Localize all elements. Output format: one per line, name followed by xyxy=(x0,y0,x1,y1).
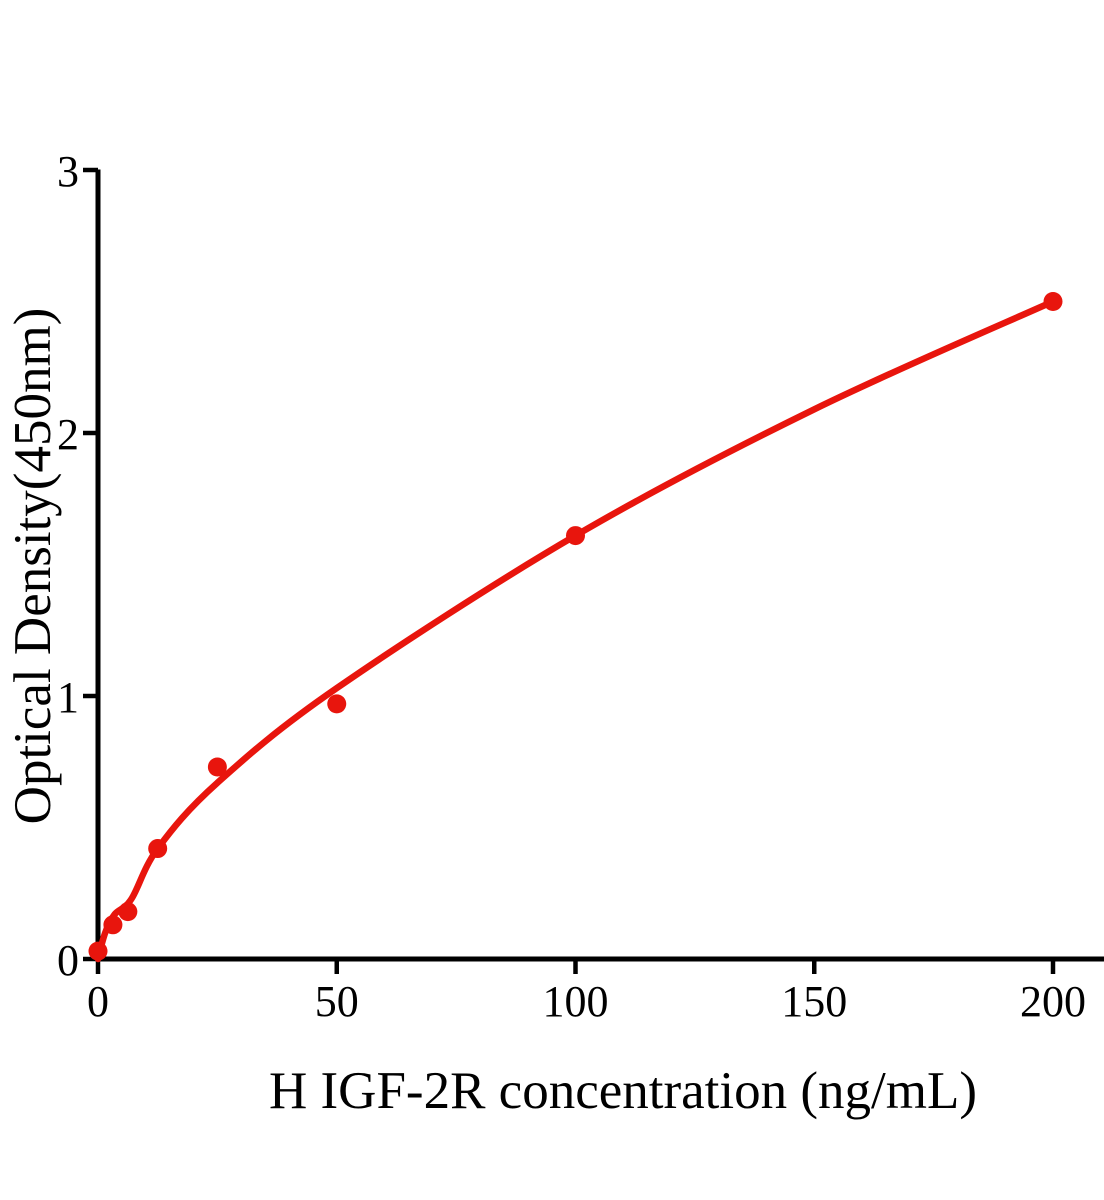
x-tick-label: 150 xyxy=(781,977,847,1026)
x-tick-label: 50 xyxy=(315,977,359,1026)
data-point xyxy=(207,757,227,777)
data-point xyxy=(148,839,168,859)
x-tick-label: 0 xyxy=(87,977,109,1026)
y-tick-label: 2 xyxy=(57,410,79,459)
fit-curve xyxy=(94,298,1057,963)
data-point xyxy=(1043,292,1063,311)
y-axis-title: Optical Density(450nm) xyxy=(3,307,62,825)
x-tick-label: 100 xyxy=(543,977,609,1026)
data-point xyxy=(327,694,347,714)
data-point xyxy=(88,941,108,961)
y-tick-label: 0 xyxy=(57,936,79,985)
data-point xyxy=(566,526,585,546)
y-tick-label: 3 xyxy=(57,147,79,196)
data-point xyxy=(118,902,138,922)
y-tick-label: 1 xyxy=(57,673,79,722)
x-tick-label: 200 xyxy=(1020,977,1086,1026)
data-point xyxy=(103,915,123,935)
x-axis-title: H IGF-2R concentration (ng/mL) xyxy=(269,1062,977,1120)
